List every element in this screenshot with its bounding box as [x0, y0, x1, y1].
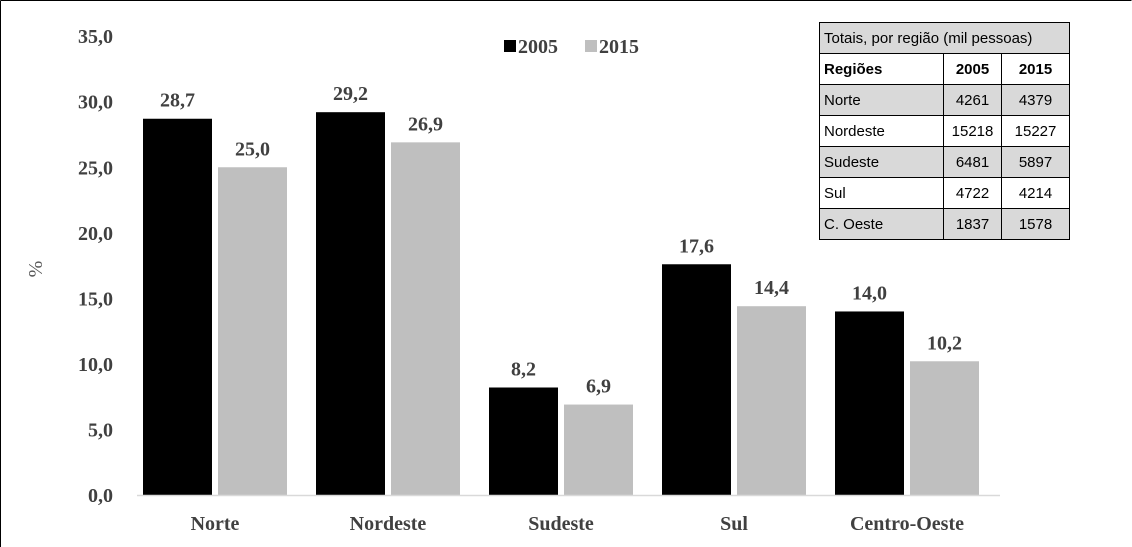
value-labels-group: 28,7 25,0 29,2 26,9 8,2 6,9 17,6 14,4 14,0 10,2 — [160, 83, 962, 397]
y-tick-label: 30,0 — [78, 92, 113, 114]
table-header-cell: Regiões — [819, 53, 944, 85]
table-row: Nordeste 15218 15227 — [819, 115, 1070, 147]
table-cell: 1578 — [1001, 208, 1070, 240]
table-title: Totais, por região (mil pessoas) — [819, 22, 1070, 54]
bar-sudeste-2015 — [564, 404, 633, 495]
table-row: Sul 4722 4214 — [819, 177, 1070, 209]
bar-sudeste-2005 — [489, 387, 558, 495]
value-label: 26,9 — [408, 113, 443, 135]
y-tick-label: 5,0 — [88, 419, 113, 441]
table-cell: 15227 — [1001, 115, 1070, 147]
category-label: Nordeste — [350, 513, 427, 535]
category-label: Sul — [720, 513, 748, 535]
value-label: 6,9 — [586, 376, 611, 398]
table-header-row: Regiões 2005 2015 — [819, 53, 1070, 85]
y-tick-label: 25,0 — [78, 157, 113, 179]
value-label: 17,6 — [679, 235, 714, 257]
table-cell: 5897 — [1001, 146, 1070, 178]
y-axis-label: % — [25, 261, 47, 278]
table-row: Sudeste 6481 5897 — [819, 146, 1070, 178]
table-cell: 4214 — [1001, 177, 1070, 209]
bar-nordeste-2015 — [391, 142, 460, 495]
table-cell: 15218 — [943, 115, 1002, 147]
table-cell: 4379 — [1001, 84, 1070, 116]
value-label: 10,2 — [927, 332, 962, 354]
value-label: 29,2 — [333, 83, 368, 105]
bar-sul-2015 — [737, 306, 806, 495]
table-cell: 6481 — [943, 146, 1002, 178]
category-labels-group: Norte Nordeste Sudeste Sul Centro-Oeste — [191, 513, 965, 535]
table-cell: Sul — [819, 177, 944, 209]
table-header-cell: 2005 — [943, 53, 1002, 85]
legend-swatch-2015 — [585, 40, 597, 52]
table-cell: Sudeste — [819, 146, 944, 178]
table-cell: C. Oeste — [819, 208, 944, 240]
table-cell: 4722 — [943, 177, 1002, 209]
value-label: 8,2 — [511, 358, 536, 380]
bar-norte-2015 — [218, 167, 287, 495]
y-tick-label: 20,0 — [78, 223, 113, 245]
y-tick-label: 15,0 — [78, 288, 113, 310]
table-header-cell: 2015 — [1001, 53, 1070, 85]
table-cell: Norte — [819, 84, 944, 116]
bars-group — [143, 112, 979, 496]
bar-sul-2005 — [662, 264, 731, 495]
table-cell: Nordeste — [819, 115, 944, 147]
totals-table: Totais, por região (mil pessoas) Regiões… — [819, 22, 1070, 240]
category-label: Sudeste — [528, 513, 594, 535]
legend-label-2015: 2015 — [599, 36, 639, 58]
table-row: Norte 4261 4379 — [819, 84, 1070, 116]
bar-nordeste-2005 — [316, 112, 385, 496]
y-tick-label: 35,0 — [78, 26, 113, 48]
y-tick-label: 10,0 — [78, 354, 113, 376]
legend-label-2005: 2005 — [518, 36, 558, 58]
category-label: Norte — [191, 513, 240, 535]
category-label: Centro-Oeste — [850, 513, 964, 535]
table-row: C. Oeste 1837 1578 — [819, 208, 1070, 240]
value-label: 14,4 — [754, 277, 789, 299]
table-cell: 1837 — [943, 208, 1002, 240]
legend: 2005 2015 — [504, 36, 639, 58]
value-label: 14,0 — [852, 282, 887, 304]
table-title-row: Totais, por região (mil pessoas) — [819, 22, 1070, 54]
value-label: 25,0 — [235, 138, 270, 160]
legend-swatch-2005 — [504, 40, 516, 52]
y-axis-ticks: 0,0 5,0 10,0 15,0 20,0 25,0 30,0 35,0 — [78, 26, 113, 507]
bar-centro-oeste-2005 — [835, 311, 904, 495]
bar-norte-2005 — [143, 118, 212, 496]
table-cell: 4261 — [943, 84, 1002, 116]
y-tick-label: 0,0 — [88, 485, 113, 507]
bar-centro-oeste-2015 — [910, 361, 979, 495]
value-label: 28,7 — [160, 90, 195, 112]
